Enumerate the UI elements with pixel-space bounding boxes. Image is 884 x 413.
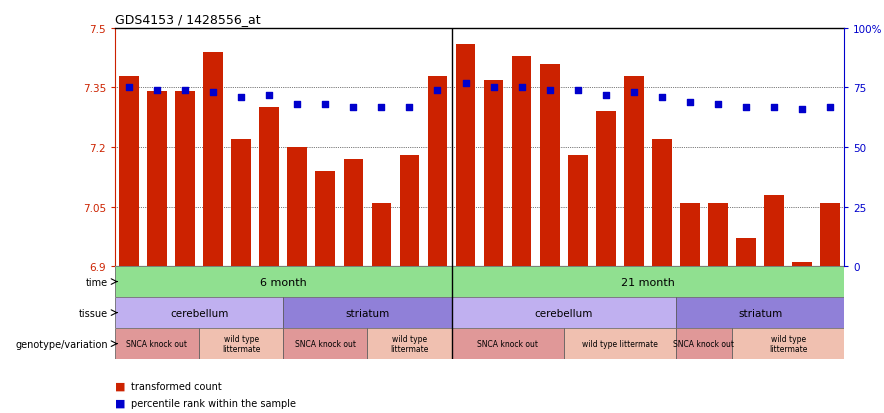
Bar: [564, 328, 676, 359]
Bar: [680, 203, 700, 266]
Point: [795, 106, 809, 113]
Bar: [203, 53, 223, 266]
Point: [318, 102, 332, 108]
Point: [655, 95, 669, 101]
Bar: [344, 159, 363, 266]
Point: [598, 92, 613, 99]
Bar: [708, 203, 728, 266]
Point: [402, 104, 416, 111]
Text: SNCA knock out: SNCA knock out: [126, 339, 187, 348]
Bar: [115, 297, 283, 328]
Text: cerebellum: cerebellum: [170, 308, 228, 318]
Bar: [676, 297, 844, 328]
Point: [767, 104, 781, 111]
Text: ■: ■: [115, 381, 126, 391]
Text: cerebellum: cerebellum: [535, 308, 593, 318]
Bar: [736, 239, 756, 266]
Bar: [147, 92, 167, 266]
Bar: [287, 148, 307, 266]
Point: [178, 88, 192, 94]
Bar: [115, 328, 199, 359]
Point: [823, 104, 837, 111]
Bar: [452, 297, 676, 328]
Text: wild type
littermate: wild type littermate: [390, 334, 429, 354]
Bar: [732, 328, 844, 359]
Text: percentile rank within the sample: percentile rank within the sample: [131, 398, 296, 408]
Bar: [400, 156, 419, 266]
Text: wild type littermate: wild type littermate: [582, 339, 658, 348]
Bar: [596, 112, 615, 266]
Bar: [119, 76, 139, 266]
Text: striatum: striatum: [738, 308, 782, 318]
Point: [571, 88, 585, 94]
Text: ■: ■: [115, 398, 126, 408]
Bar: [452, 266, 844, 297]
Text: 6 month: 6 month: [260, 277, 307, 287]
Bar: [232, 140, 251, 266]
Point: [486, 85, 500, 92]
Text: genotype/variation: genotype/variation: [15, 339, 108, 349]
Bar: [540, 64, 560, 266]
Text: wild type
littermate: wild type littermate: [222, 334, 260, 354]
Text: SNCA knock out: SNCA knock out: [674, 339, 735, 348]
Point: [739, 104, 753, 111]
Point: [374, 104, 388, 111]
Bar: [484, 81, 503, 266]
Text: striatum: striatum: [346, 308, 390, 318]
Text: wild type
littermate: wild type littermate: [769, 334, 807, 354]
Text: 21 month: 21 month: [621, 277, 674, 287]
Bar: [368, 328, 452, 359]
Bar: [820, 203, 840, 266]
Point: [122, 85, 136, 92]
Bar: [283, 297, 452, 328]
Point: [431, 88, 445, 94]
Point: [234, 95, 248, 101]
Bar: [115, 266, 452, 297]
Text: tissue: tissue: [79, 308, 108, 318]
Bar: [259, 108, 279, 266]
Text: time: time: [86, 277, 108, 287]
Text: transformed count: transformed count: [131, 381, 222, 391]
Bar: [175, 92, 194, 266]
Point: [711, 102, 725, 108]
Point: [263, 92, 277, 99]
Point: [682, 99, 697, 106]
Point: [514, 85, 529, 92]
Point: [347, 104, 361, 111]
Bar: [652, 140, 672, 266]
Bar: [371, 203, 392, 266]
Bar: [765, 195, 784, 266]
Text: SNCA knock out: SNCA knock out: [477, 339, 538, 348]
Bar: [568, 156, 588, 266]
Text: SNCA knock out: SNCA knock out: [294, 339, 355, 348]
Point: [627, 90, 641, 96]
Bar: [512, 57, 531, 266]
Point: [290, 102, 304, 108]
Bar: [456, 45, 476, 266]
Bar: [199, 328, 283, 359]
Bar: [624, 76, 644, 266]
Bar: [676, 328, 732, 359]
Bar: [792, 262, 812, 266]
Bar: [283, 328, 368, 359]
Point: [543, 88, 557, 94]
Point: [206, 90, 220, 96]
Bar: [428, 76, 447, 266]
Point: [459, 80, 473, 87]
Bar: [316, 171, 335, 266]
Point: [150, 88, 164, 94]
Text: GDS4153 / 1428556_at: GDS4153 / 1428556_at: [115, 13, 261, 26]
Bar: [452, 328, 564, 359]
